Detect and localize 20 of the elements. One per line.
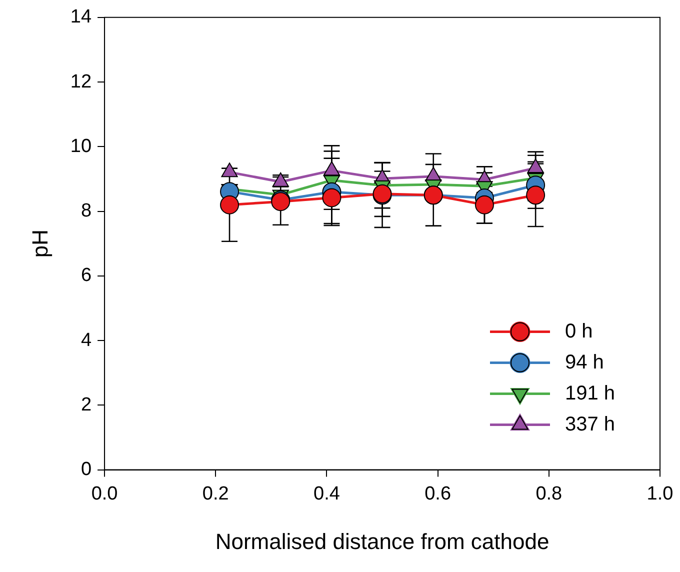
y-tick-label: 14	[70, 6, 92, 28]
legend-label: 94 h	[565, 351, 604, 374]
y-tick-label: 10	[70, 136, 92, 157]
y-tick-label: 12	[70, 71, 92, 92]
x-tick-label: 0.6	[424, 483, 452, 504]
y-tick-label: 6	[80, 265, 92, 286]
y-tick-label: 2	[80, 394, 92, 416]
x-tick-label: 1.0	[646, 483, 674, 504]
y-tick-label: 4	[80, 330, 92, 351]
legend-label: 337 h	[565, 413, 616, 436]
x-tick-label: 0.2	[202, 483, 229, 504]
x-axis-title: Normalised distance from cathode	[215, 528, 550, 554]
legend-label: 191 h	[565, 382, 616, 404]
y-axis-title: pH	[27, 230, 52, 258]
x-tick-label: 0.4	[314, 483, 340, 504]
x-tick-label: 0.0	[91, 483, 118, 504]
y-tick-label: 0	[80, 459, 92, 480]
x-tick-label: 0.8	[536, 483, 562, 504]
legend-label: 0 h	[565, 320, 593, 342]
y-tick-label: 8	[80, 200, 92, 222]
